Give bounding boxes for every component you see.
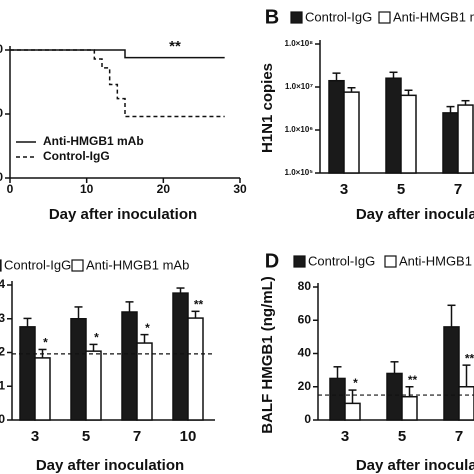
- significance: **: [194, 297, 204, 311]
- y-tick-label: 0: [304, 412, 311, 426]
- bar: [19, 326, 36, 421]
- significance: **: [169, 38, 181, 55]
- legend-label: Control-IgG: [43, 149, 110, 163]
- legend-label: Anti-HMGB1 mAb: [43, 134, 144, 148]
- y-tick-label: 1.0×10⁷: [285, 82, 313, 91]
- survival-line: [10, 49, 225, 59]
- legend-label: Control-IgG: [4, 257, 71, 272]
- bar: [401, 395, 418, 421]
- legend-swatch: [0, 259, 2, 272]
- x-tick-label: 7: [133, 428, 141, 445]
- x-tick-label: 5: [398, 428, 406, 445]
- legend-label: Control-IgG: [308, 253, 375, 268]
- legend-swatch: [384, 255, 397, 268]
- bar: [385, 77, 402, 174]
- x-tick-label: 7: [454, 181, 462, 198]
- legend-swatch: [293, 255, 306, 268]
- bar: [70, 318, 87, 421]
- y-tick-label: 1.0×10⁸: [285, 39, 314, 48]
- bar: [85, 350, 102, 421]
- x-axis-title: Day after inoculation: [36, 457, 184, 474]
- x-tick-label: 20: [157, 182, 171, 196]
- bar: [328, 79, 345, 174]
- bar: [343, 91, 360, 174]
- y-tick-label: 50: [0, 106, 3, 120]
- y-tick-label: 20: [298, 379, 312, 393]
- bar: [187, 317, 204, 421]
- bar: [400, 94, 417, 174]
- x-axis-title: Day after inoculation: [356, 457, 474, 474]
- y-tick-label: 1: [0, 378, 5, 392]
- legend-label: Anti-HMGB1 mAb: [86, 257, 189, 272]
- significance: **: [465, 351, 474, 365]
- bar: [34, 357, 51, 421]
- significance: *: [353, 376, 358, 390]
- legend-swatch: [71, 259, 84, 272]
- y-axis-title: BALF HMGB1 (ng/mL): [259, 276, 276, 433]
- y-tick-label: 1.0×10⁵: [285, 168, 314, 177]
- legend-label: Anti-HMGB1 mAb: [399, 253, 474, 268]
- y-tick-label: 60: [298, 312, 312, 326]
- legend-swatch: [290, 11, 303, 24]
- x-tick-label: 3: [341, 428, 349, 445]
- survival-line: [10, 49, 225, 118]
- bar: [121, 311, 138, 421]
- y-tick-label: 2: [0, 345, 5, 359]
- bar: [442, 112, 459, 174]
- x-tick-label: 10: [180, 428, 197, 445]
- y-tick-label: 4: [0, 277, 5, 291]
- significance: *: [43, 336, 48, 350]
- significance: *: [145, 321, 150, 335]
- bar: [386, 372, 403, 421]
- significance: **: [408, 373, 418, 387]
- bar: [329, 377, 346, 421]
- panel-letter: B: [265, 6, 279, 28]
- x-tick-label: 3: [340, 181, 348, 198]
- bar: [136, 342, 153, 421]
- x-tick-label: 30: [233, 182, 247, 196]
- bar: [172, 292, 189, 421]
- bar: [458, 386, 474, 421]
- x-tick-label: 5: [397, 181, 405, 198]
- y-tick-label: 100: [0, 42, 3, 56]
- y-tick-label: 3: [0, 311, 5, 325]
- x-axis-title: Day after inoculation: [49, 206, 197, 223]
- x-tick-label: 3: [31, 428, 39, 445]
- y-tick-label: 80: [298, 279, 312, 293]
- y-tick-label: 0: [0, 170, 3, 184]
- x-tick-label: 10: [80, 182, 94, 196]
- bar: [344, 402, 361, 421]
- legend-swatch: [378, 11, 391, 24]
- legend-label: Control-IgG: [305, 9, 372, 24]
- panel-letter: D: [265, 250, 279, 272]
- y-axis-title: H1N1 copies: [259, 63, 276, 153]
- x-tick-label: 0: [7, 182, 14, 196]
- significance: *: [94, 331, 99, 345]
- y-tick-label: 40: [298, 346, 312, 360]
- x-axis-title: Day after inoculation: [356, 206, 474, 223]
- x-tick-label: 7: [455, 428, 463, 445]
- y-tick-label: 0: [0, 412, 5, 426]
- x-tick-label: 5: [82, 428, 90, 445]
- bar: [443, 326, 460, 421]
- y-tick-label: 1.0×10⁶: [285, 125, 314, 134]
- legend-label: Anti-HMGB1 mAb: [393, 9, 474, 24]
- bar: [457, 104, 474, 174]
